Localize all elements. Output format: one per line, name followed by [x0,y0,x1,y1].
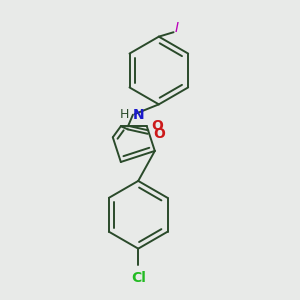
Text: Cl: Cl [131,271,146,285]
Text: O: O [153,127,165,141]
Text: N: N [133,108,145,122]
Text: O: O [152,119,164,133]
Text: H: H [120,108,129,121]
Text: I: I [174,21,178,35]
